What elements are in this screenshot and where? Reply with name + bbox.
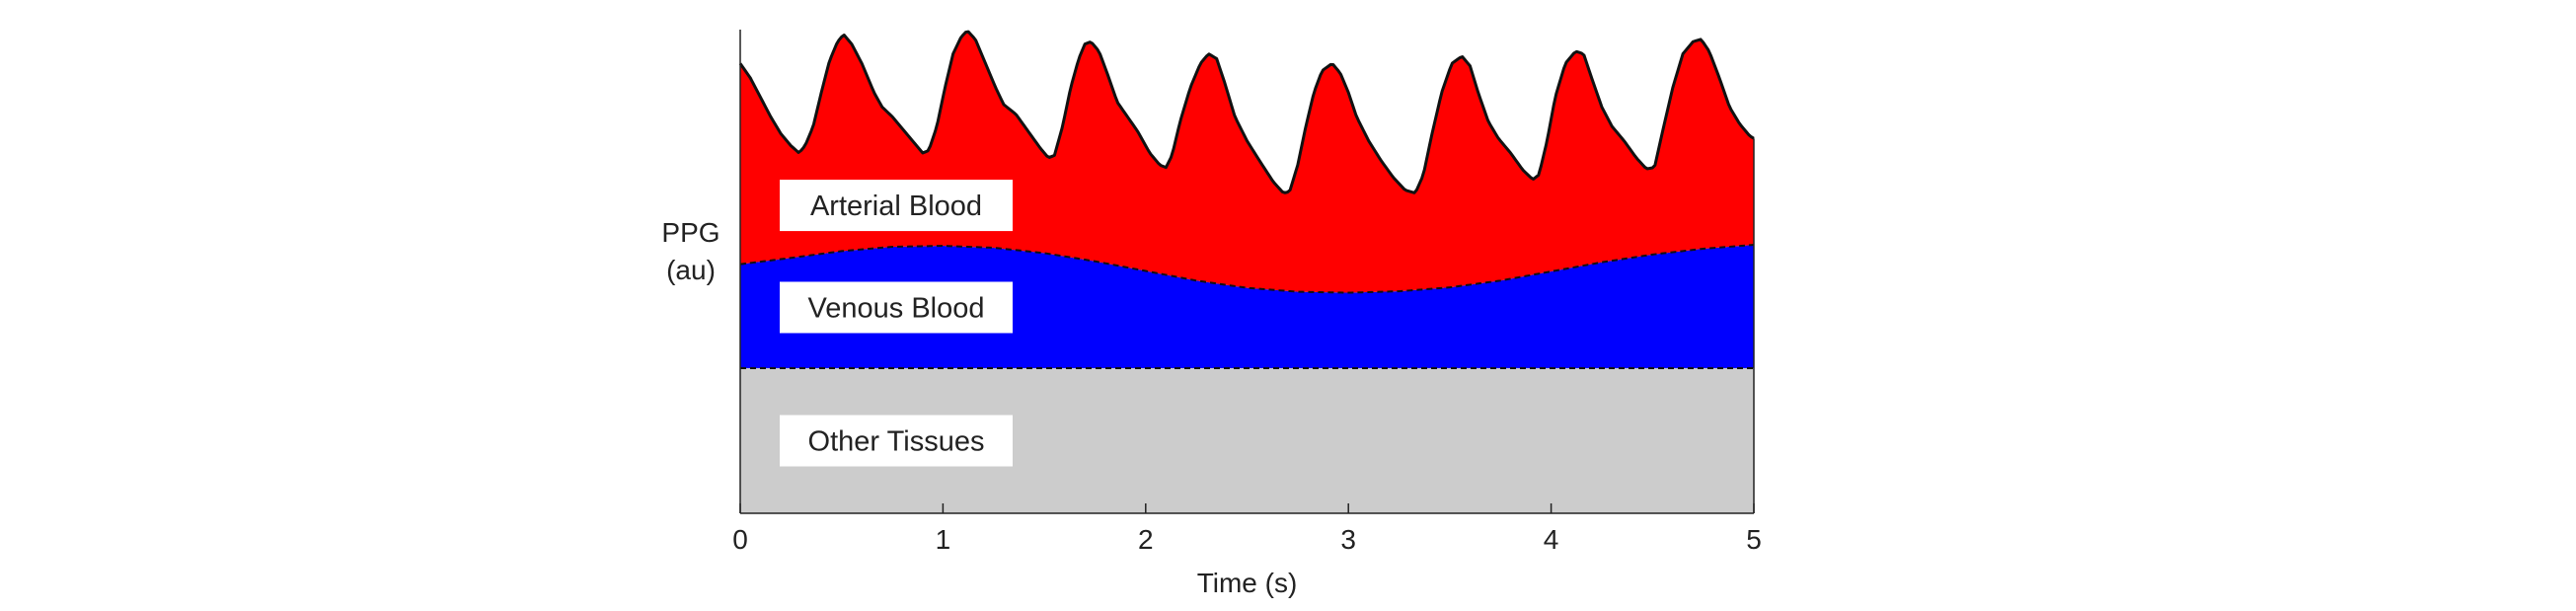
x-tick-label: 0	[732, 524, 748, 555]
boundary-venous-blood	[739, 244, 1755, 294]
boundary-arterial-blood	[738, 30, 1755, 194]
area-venous-blood	[740, 245, 1754, 368]
label-arterial-blood: Arterial Blood	[780, 180, 1013, 232]
label-text-other-tissues: Other Tissues	[808, 426, 985, 458]
x-tick-label: 4	[1544, 524, 1559, 555]
label-text-arterial-blood: Arterial Blood	[810, 191, 982, 222]
label-box-other-tissues	[780, 415, 1013, 467]
layer-boundaries	[738, 30, 1755, 369]
label-text-venous-blood: Venous Blood	[808, 292, 985, 324]
x-tick-label: 3	[1340, 524, 1356, 555]
x-tick-label: 5	[1746, 524, 1762, 555]
label-other-tissues: Other Tissues	[780, 415, 1013, 467]
x-tick-label: 1	[936, 524, 951, 555]
x-axis-label: Time (s)	[1197, 568, 1298, 598]
y-axis-label-line-1: PPG	[661, 217, 720, 248]
label-venous-blood: Venous Blood	[780, 281, 1013, 334]
x-tick-label: 2	[1138, 524, 1154, 555]
y-axis-label-line-2: (au)	[666, 255, 716, 285]
layer-labels: Other Tissues Venous Blood Arterial Blood	[780, 180, 1013, 467]
area-other-tissues	[740, 368, 1754, 513]
axes: 0 1 2 3 4 5	[732, 30, 1762, 555]
x-ticks: 0 1 2 3 4 5	[732, 503, 1762, 555]
label-box-arterial-blood	[780, 180, 1013, 232]
label-box-venous-blood	[780, 281, 1013, 334]
